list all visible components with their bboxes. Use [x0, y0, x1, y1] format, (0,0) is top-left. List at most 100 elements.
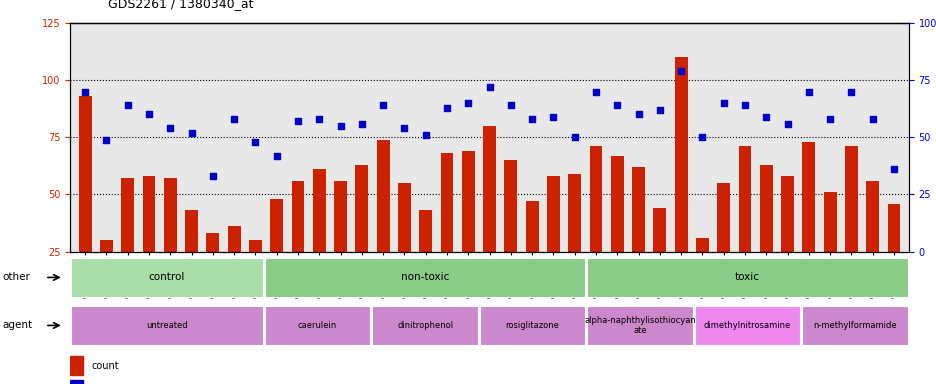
Bar	[568, 174, 580, 309]
Bar	[759, 165, 772, 309]
Point	[673, 68, 688, 74]
Point	[758, 114, 773, 120]
Point	[290, 118, 305, 124]
Point	[120, 102, 135, 108]
Bar	[525, 201, 538, 309]
Bar	[265, 306, 370, 345]
Point	[354, 121, 369, 127]
Point	[332, 123, 347, 129]
Point	[78, 89, 93, 95]
Bar	[801, 142, 814, 309]
Point	[461, 100, 475, 106]
Bar	[372, 306, 477, 345]
Bar	[122, 179, 134, 309]
Point	[737, 102, 752, 108]
Point	[631, 111, 646, 118]
Bar	[271, 199, 283, 309]
Bar	[419, 210, 431, 309]
Point	[99, 136, 114, 142]
Text: dimethylnitrosamine: dimethylnitrosamine	[703, 321, 790, 330]
Bar	[801, 306, 907, 345]
Bar	[823, 192, 836, 309]
Bar	[206, 233, 219, 309]
Bar	[440, 153, 453, 309]
Bar	[70, 356, 83, 375]
Text: count: count	[91, 361, 119, 371]
Bar	[71, 306, 262, 345]
Bar	[265, 258, 585, 297]
Point	[546, 114, 561, 120]
Bar	[461, 151, 475, 309]
Bar	[674, 57, 687, 309]
Bar	[249, 240, 261, 309]
Point	[163, 125, 178, 131]
Bar	[587, 306, 692, 345]
Point	[609, 102, 624, 108]
Point	[248, 139, 263, 145]
Bar	[71, 258, 262, 297]
Point	[885, 166, 900, 172]
Point	[524, 116, 539, 122]
Point	[843, 89, 858, 95]
Bar	[164, 179, 177, 309]
Point	[397, 125, 412, 131]
Text: caerulein: caerulein	[298, 321, 337, 330]
Point	[439, 104, 454, 111]
Point	[780, 121, 795, 127]
Bar	[334, 181, 346, 309]
Bar	[504, 160, 517, 309]
Bar	[185, 210, 197, 309]
Bar	[291, 181, 304, 309]
Point	[864, 116, 879, 122]
Text: control: control	[149, 272, 185, 283]
Text: GDS2261 / 1380340_at: GDS2261 / 1380340_at	[108, 0, 253, 10]
Bar	[313, 169, 326, 309]
Bar	[695, 238, 708, 309]
Point	[375, 102, 390, 108]
Text: toxic: toxic	[735, 272, 759, 283]
Point	[651, 107, 666, 113]
Bar	[355, 165, 368, 309]
Point	[503, 102, 518, 108]
Point	[695, 134, 709, 141]
Bar	[479, 306, 585, 345]
Text: untreated: untreated	[146, 321, 187, 330]
Point	[822, 116, 837, 122]
Bar	[547, 176, 559, 309]
Bar	[227, 227, 241, 309]
Bar	[781, 176, 793, 309]
Bar	[738, 146, 751, 309]
Bar	[695, 306, 799, 345]
Point	[566, 134, 581, 141]
Point	[183, 130, 198, 136]
Text: n-methylformamide: n-methylformamide	[812, 321, 896, 330]
Bar	[652, 208, 665, 309]
Text: non-toxic: non-toxic	[401, 272, 448, 283]
Point	[800, 89, 815, 95]
Point	[269, 152, 284, 159]
Bar	[100, 240, 112, 309]
Text: alpha-naphthylisothiocyan
ate: alpha-naphthylisothiocyan ate	[584, 316, 695, 335]
Bar	[376, 139, 389, 309]
Bar	[632, 167, 644, 309]
Point	[312, 116, 327, 122]
Text: rosiglitazone: rosiglitazone	[505, 321, 559, 330]
Bar	[398, 183, 410, 309]
Bar	[610, 156, 623, 309]
Bar	[717, 183, 729, 309]
Point	[588, 89, 603, 95]
Point	[481, 84, 496, 90]
Bar	[844, 146, 856, 309]
Bar	[483, 126, 495, 309]
Bar	[587, 258, 907, 297]
Bar	[589, 146, 602, 309]
Point	[141, 111, 156, 118]
Text: other: other	[3, 272, 31, 283]
Point	[205, 173, 220, 179]
Bar	[79, 96, 92, 309]
Text: agent: agent	[3, 320, 33, 331]
Point	[715, 100, 730, 106]
Text: dinitrophenol: dinitrophenol	[397, 321, 453, 330]
Bar	[70, 380, 83, 384]
Point	[227, 116, 241, 122]
